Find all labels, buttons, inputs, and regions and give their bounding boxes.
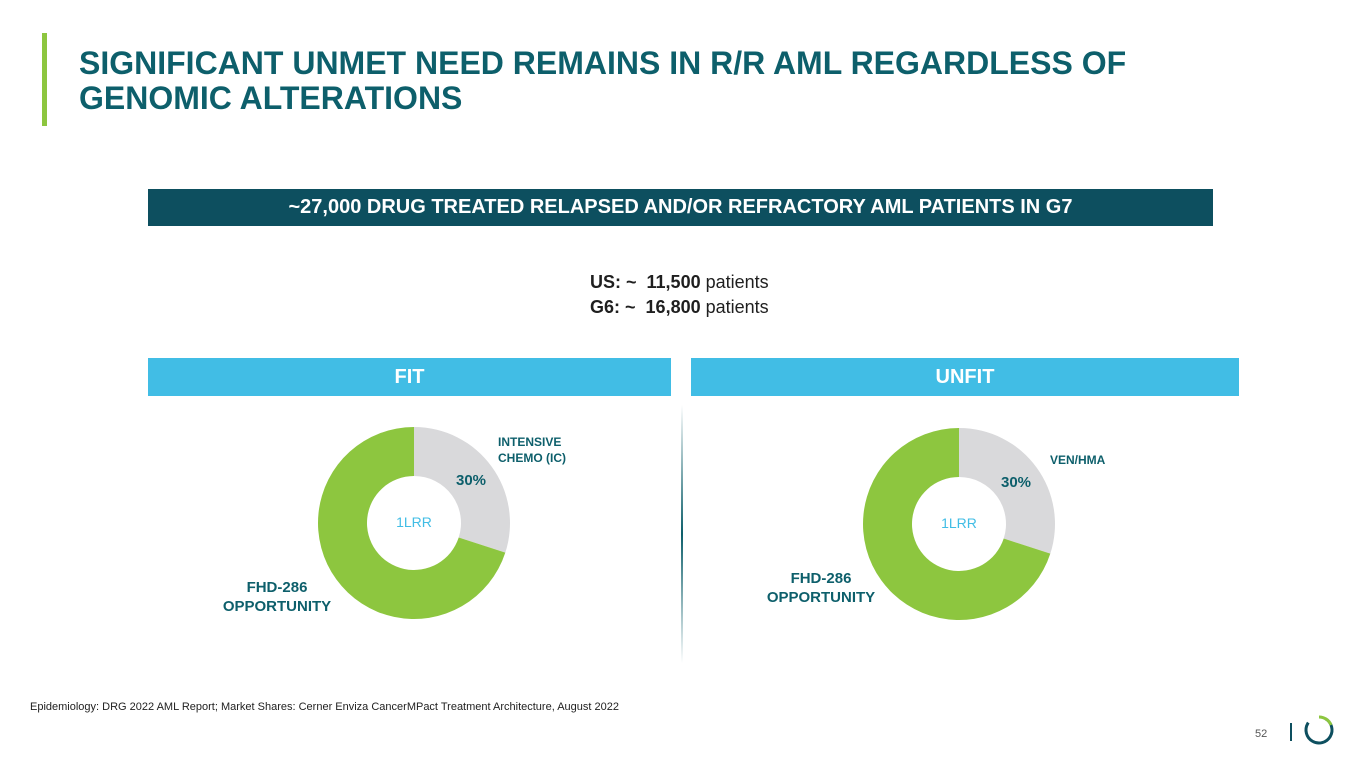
source-footnote: Epidemiology: DRG 2022 AML Report; Marke… [30, 701, 619, 713]
page-number: 52 [1255, 728, 1268, 740]
patient-counts: US: ~ 11,500 patients G6: ~ 16,800 patie… [590, 270, 769, 320]
us-unit: patients [705, 272, 769, 292]
unfit-header: UNFIT [691, 358, 1239, 396]
unfit-opp-line2: OPPORTUNITY [766, 589, 876, 606]
us-patients-line: US: ~ 11,500 patients [590, 270, 769, 295]
g6-patients-line: G6: ~ 16,800 patients [590, 295, 769, 320]
unfit-venhma-label: VEN/HMA [1050, 453, 1106, 467]
unfit-venhma-percent: 30% [1001, 474, 1032, 491]
page-separator [1290, 723, 1292, 741]
fit-slice-ic [414, 427, 510, 553]
segment-divider [681, 405, 683, 663]
unfit-slice-opportunity [863, 428, 1051, 620]
fit-center-label: 1LRR [396, 514, 432, 530]
fit-ic-percent: 30% [456, 472, 487, 489]
g6-label: G6: ~ [590, 297, 636, 317]
g6-unit: patients [705, 297, 769, 317]
title-accent-bar [42, 33, 47, 126]
us-value: 11,500 [646, 272, 701, 292]
unfit-center-label: 1LRR [941, 515, 977, 531]
fit-slice-opportunity [318, 427, 506, 619]
g6-value: 16,800 [645, 297, 701, 317]
unfit-donut-chart [863, 428, 1055, 620]
unfit-opportunity-label: FHD-286 OPPORTUNITY [756, 569, 886, 607]
company-logo-icon [1304, 715, 1334, 745]
fit-opportunity-label: FHD-286 OPPORTUNITY [212, 578, 342, 616]
unfit-opp-line1: FHD-286 [790, 570, 852, 587]
fit-donut-chart [318, 427, 510, 619]
us-label: US: ~ [590, 272, 637, 292]
fit-header: FIT [148, 358, 671, 396]
fit-opp-line1: FHD-286 [246, 579, 308, 596]
fit-ic-label-line2: CHEMO (IC) [498, 451, 566, 465]
unfit-slice-venhma [959, 428, 1055, 554]
page-title: SIGNIFICANT UNMET NEED REMAINS IN R/R AM… [79, 45, 1127, 116]
fit-ic-label: INTENSIVE CHEMO (IC) [498, 434, 566, 466]
fit-ic-label-line1: INTENSIVE [498, 435, 562, 449]
fit-opp-line2: OPPORTUNITY [222, 598, 332, 615]
summary-banner: ~27,000 DRUG TREATED RELAPSED AND/OR REF… [148, 189, 1213, 226]
